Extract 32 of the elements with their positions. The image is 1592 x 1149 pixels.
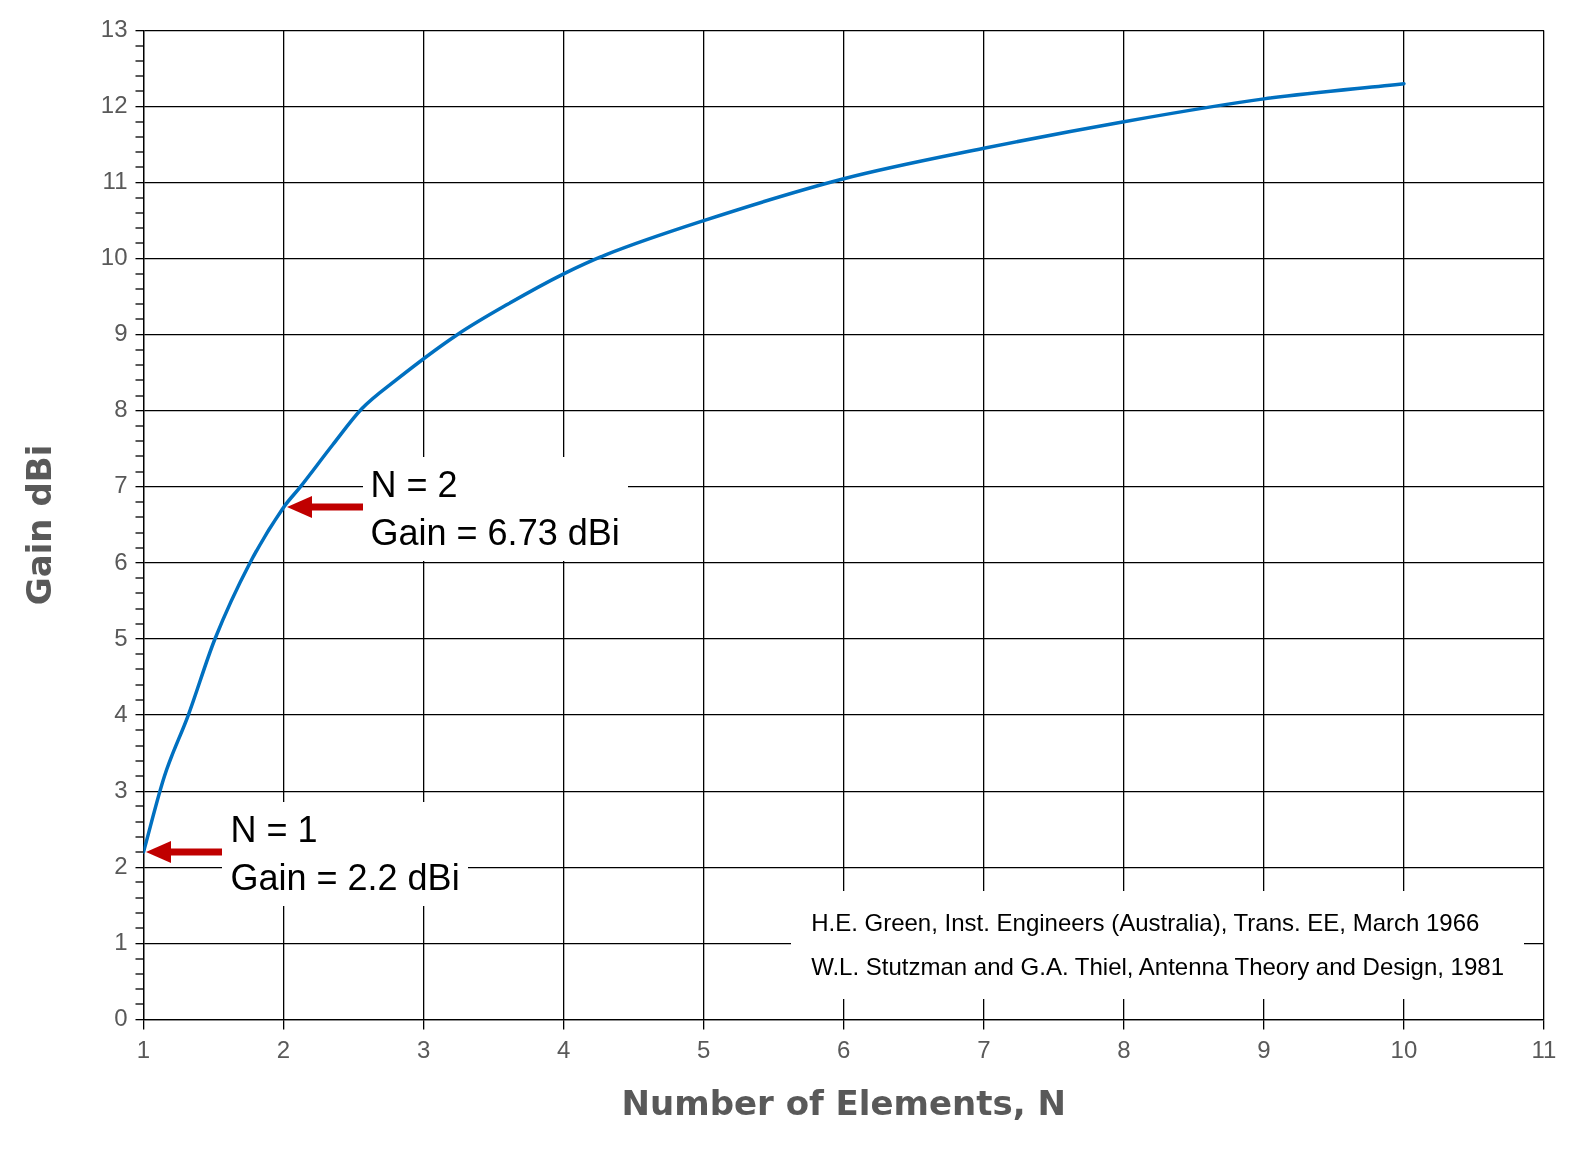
x-tick-label: 7	[977, 1036, 991, 1064]
x-tick-label: 10	[1390, 1036, 1418, 1064]
y-tick-label: 2	[114, 851, 128, 879]
y-tick-label: 4	[114, 699, 128, 727]
x-tick-label: 1	[136, 1036, 151, 1064]
y-tick-label: 6	[114, 547, 128, 575]
y-tick-label: 9	[114, 319, 128, 347]
y-tick-label: 0	[114, 1004, 128, 1032]
x-axis-title: Number of Elements, N	[621, 1083, 1066, 1124]
y-tick-label: 1	[114, 927, 128, 955]
annotation: W.L. Stutzman and G.A. Thiel, Antenna Theory and Design, 1981	[811, 952, 1504, 983]
x-tick-label: 3	[416, 1036, 431, 1064]
x-tick-label: 9	[1257, 1036, 1271, 1064]
x-tick-label: 6	[837, 1036, 851, 1064]
x-tick-label: 11	[1531, 1036, 1557, 1064]
y-tick-label: 7	[114, 471, 128, 499]
x-tick-label: 5	[697, 1036, 711, 1064]
y-axis-title: Gain dBi	[19, 444, 60, 606]
y-tick-label: 10	[100, 243, 128, 271]
x-tick-label: 8	[1117, 1036, 1131, 1064]
y-tick-label: 12	[100, 91, 128, 119]
annotation: N = 1 Gain = 2.2 dBi	[222, 802, 468, 907]
y-tick-label: 3	[114, 775, 128, 803]
line-series	[143, 81, 1406, 854]
x-tick-label: 4	[556, 1036, 571, 1064]
annotation: H.E. Green, Inst. Engineers (Australia), Trans. EE, March 1966	[811, 908, 1481, 939]
y-tick-label: 8	[114, 395, 128, 423]
y-tick-label: 5	[114, 623, 128, 651]
y-tick-label: 11	[102, 167, 128, 195]
x-tick-label: 2	[276, 1036, 291, 1064]
annotation: N = 2 Gain = 6.73 dBi	[362, 457, 628, 562]
y-tick-label: 13	[100, 15, 128, 43]
